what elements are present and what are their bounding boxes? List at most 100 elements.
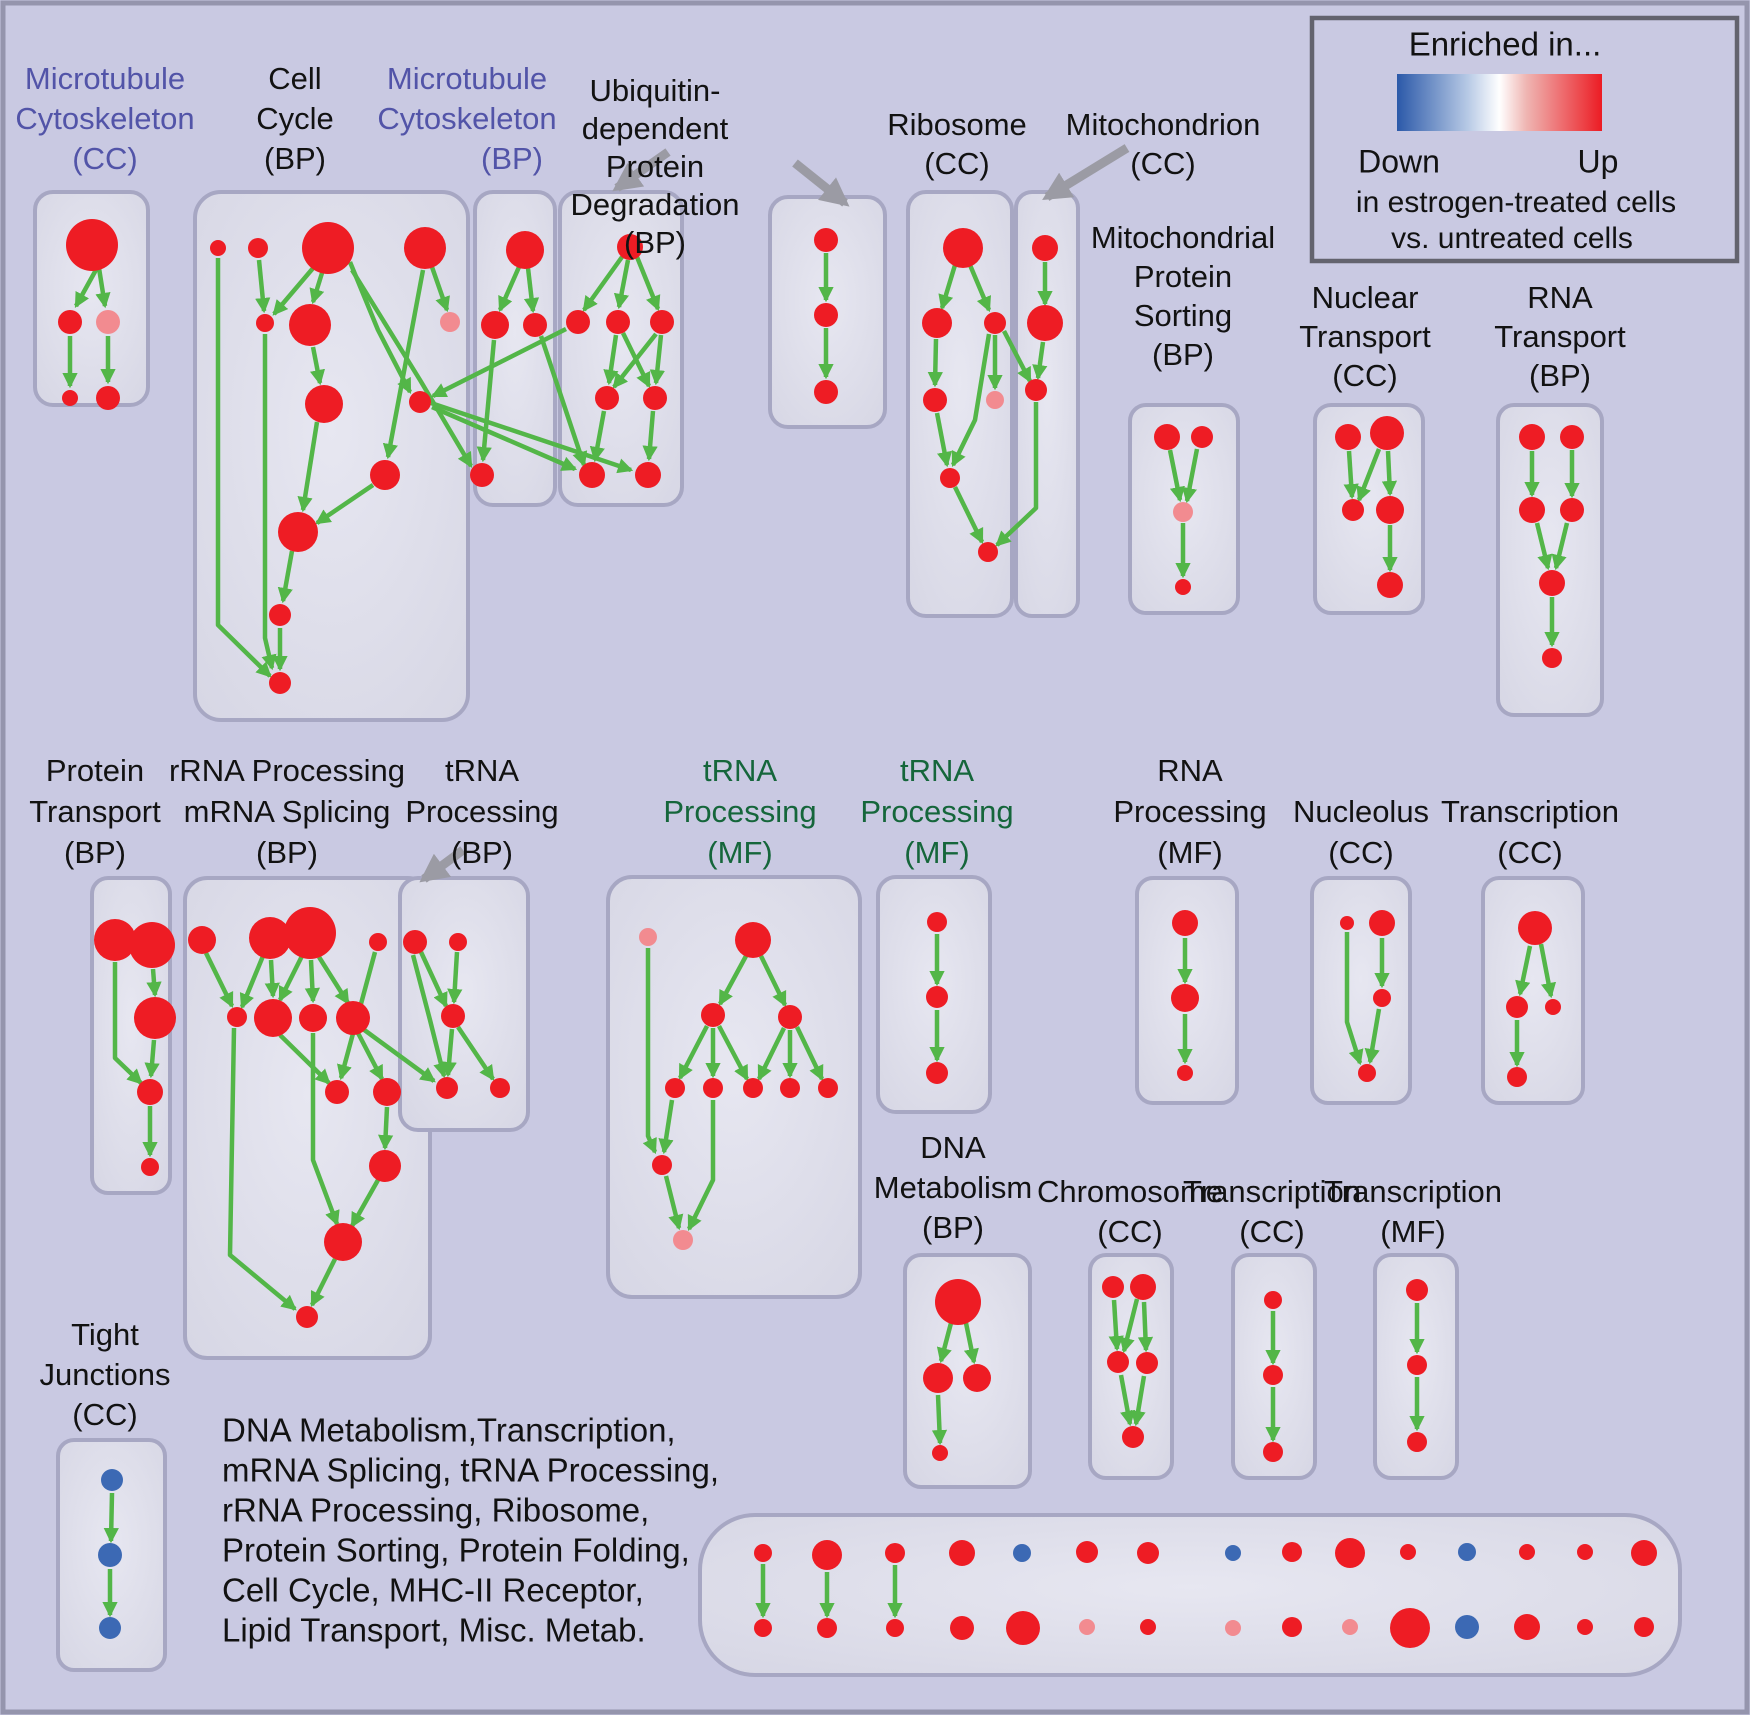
go-term-node [1377,572,1403,598]
go-term-node [922,308,952,338]
relation-arrow [277,550,295,604]
relation-arrow [410,954,449,1079]
cluster-box [1496,403,1604,717]
relation-arrow [315,483,375,525]
go-term-node [269,672,291,694]
go-term-node [1225,1545,1241,1561]
relation-arrow [717,1024,749,1082]
label-pointer-arrow [1042,144,1130,201]
go-term-node [256,314,274,332]
go-term-node [754,1619,772,1637]
relation-arrow [756,1027,787,1082]
relation-arrow [523,267,540,314]
go-term-node [248,238,268,258]
relation-arrow [310,1033,340,1227]
relation-arrow [278,1033,331,1085]
go-term-node [227,1007,247,1027]
cluster-label-ubiquitin: Ubiquitin-dependent Protein Degradation (BP… [571,73,740,260]
relation-arrow [658,1099,675,1155]
go-term-node [449,933,467,951]
relation-arrow [361,1027,436,1083]
relation-arrow [1137,1301,1154,1353]
go-term-node [703,1078,723,1098]
go-term-node [1032,235,1058,261]
relation-arrow [382,269,426,460]
go-term-node [101,1469,123,1491]
relation-arrow [144,1039,160,1079]
go-term-node [58,310,82,334]
go-term-node [886,1619,904,1637]
relation-arrow [938,264,958,311]
go-term-node [1514,1614,1540,1640]
cluster-label-transcription-cc-2: Transcription (CC) [1183,1174,1361,1249]
relation-arrow [277,954,305,1003]
go-term-node [1519,1544,1535,1560]
relation-arrow [456,1025,495,1081]
go-term-node [325,1080,349,1104]
cluster-label-trna-mf-2: tRNA Processing (MF) [860,753,1013,870]
relation-arrow [95,267,111,309]
go-term-node [986,391,1004,409]
go-term-node [617,234,643,260]
go-term-node [1076,1541,1098,1563]
go-term-node [1335,424,1361,450]
go-term-node [1539,570,1565,596]
go-term-node [1263,1365,1283,1385]
caption-layer: DNA Metabolism,Transcription,mRNA Splici… [222,1412,719,1649]
go-term-node [1376,496,1404,524]
caption-line: Cell Cycle, MHC-II Receptor, [222,1572,644,1609]
go-term-node [940,468,960,488]
go-term-node [1102,1276,1124,1298]
cluster-box [398,876,530,1132]
relation-arrow [1538,943,1557,999]
go-term-node [1373,989,1391,1007]
relation-arrow [963,1322,979,1365]
cluster-label-transcription-cc-1: Transcription (CC) [1441,794,1619,870]
relation-arrow [1515,945,1533,997]
go-term-node [1137,1542,1159,1564]
go-term-node [1519,497,1545,523]
label-pointer-arrow [792,159,850,207]
relation-arrow [309,272,325,305]
go-term-node [780,1078,800,1098]
go-term-node [249,917,291,959]
go-term-node [441,1004,465,1028]
go-term-node [369,1150,401,1182]
legend-subtitle-line2: vs. untreated cells [1391,222,1633,255]
relation-arrow [1002,329,1032,384]
go-term-node [299,1004,327,1032]
go-term-node [1013,1544,1031,1562]
go-term-node [1560,425,1584,449]
go-term-node [1358,1064,1376,1082]
relation-arrow [1167,449,1185,503]
go-term-node [817,1618,837,1638]
go-term-node [1335,1538,1365,1568]
go-term-node [1172,910,1198,936]
go-term-node [302,222,354,274]
go-term-node [735,922,771,958]
cluster-label-mito-protein-sorting: Mitochondrial Protein Sorting (BP) [1091,220,1275,372]
go-term-node [943,228,983,268]
go-term-node [978,542,998,562]
go-term-node [440,312,460,332]
go-term-node [1369,910,1395,936]
cluster-label-chromosome: Chromosome (CC) [1037,1174,1223,1249]
caption-line: Lipid Transport, Misc. Metab. [222,1612,646,1649]
relation-arrow [612,332,658,389]
go-term-node [818,1078,838,1098]
labels-layer: Microtubule Cytoskeleton (CC) Cell Cycle (BP)… [15,61,1626,1432]
go-term-node [409,391,431,413]
go-term-node [1171,984,1199,1012]
edges-layer [62,253,1580,1619]
go-term-node [98,1543,122,1567]
relation-arrow [255,259,271,314]
go-term-node [1407,1432,1427,1452]
relation-arrow [678,1024,709,1081]
go-term-node [1107,1351,1129,1373]
relation-arrow [718,954,748,1007]
relation-arrow [538,335,588,468]
relation-arrow [995,402,1039,547]
go-term-node [1191,426,1213,448]
go-term-node [369,933,387,951]
